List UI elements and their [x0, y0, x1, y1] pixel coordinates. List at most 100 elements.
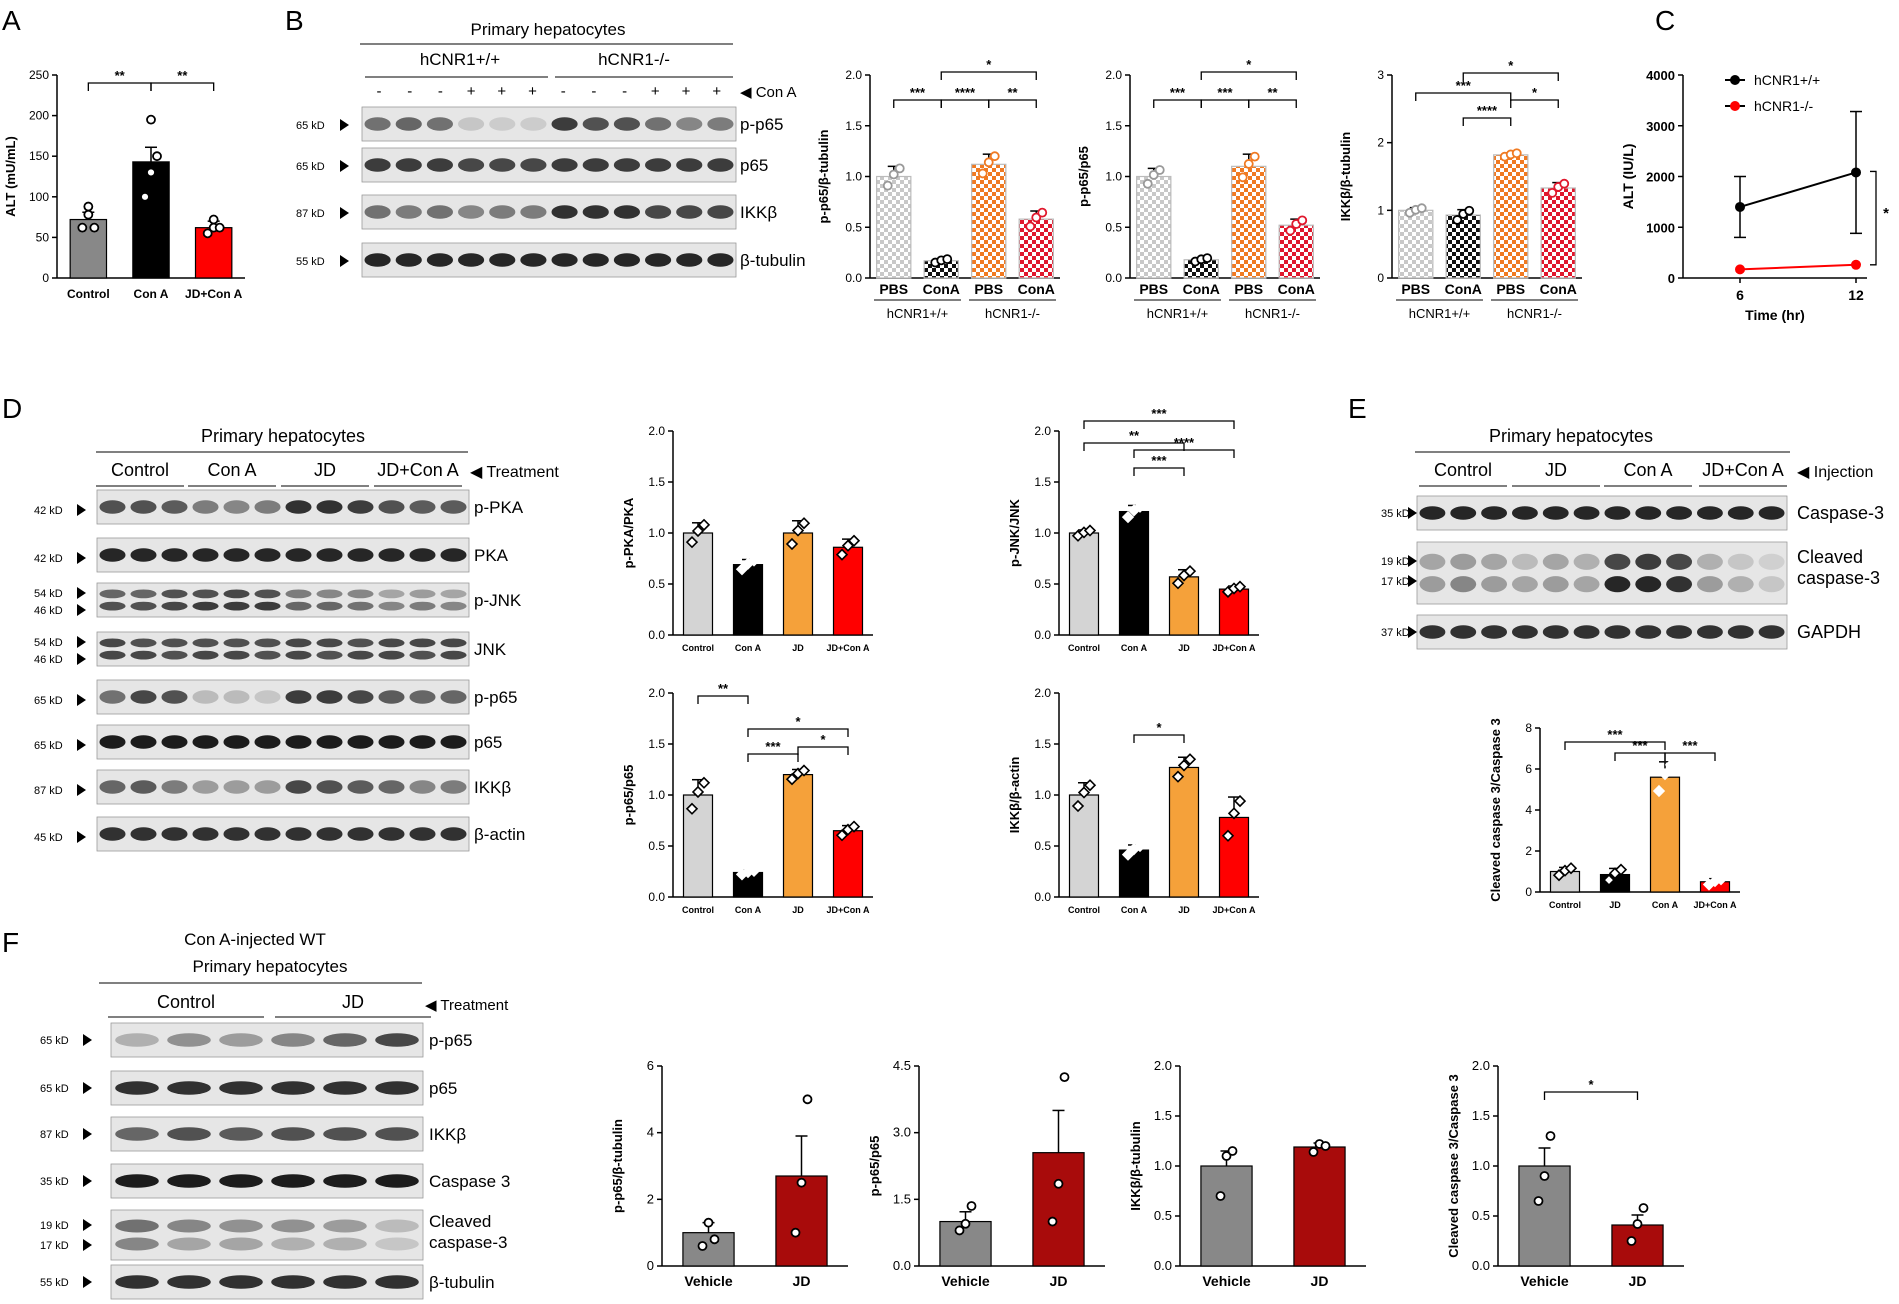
- blot-membrane: [110, 1163, 424, 1199]
- blot-band: [409, 735, 436, 749]
- data-point: [83, 201, 94, 212]
- y-tick-label: 6: [647, 1058, 654, 1073]
- y-tick-label: 1: [1377, 203, 1384, 217]
- arrow-marker: [77, 504, 86, 516]
- significance-bracket: [1664, 752, 1716, 761]
- blot-membrane: [96, 631, 470, 667]
- arrow-marker: [77, 739, 86, 751]
- bar: [1018, 218, 1054, 279]
- bar: [1611, 1224, 1664, 1267]
- x-category-label: Control: [1068, 643, 1100, 653]
- group-label: hCNR1-/-: [598, 50, 670, 69]
- blot-band: [271, 1275, 315, 1289]
- panel-d-chart: 0.0 0.5 1.0 1.5 2.0 p-p65/p65 Control Con A JD JD…: [621, 681, 873, 915]
- significance-label: *: [1532, 85, 1538, 100]
- blot-band: [551, 205, 578, 219]
- blot-band: [1635, 576, 1662, 593]
- significance-bracket: [988, 99, 1037, 108]
- significance-bracket: [1133, 467, 1185, 476]
- data-point: [785, 537, 799, 551]
- significance-bracket: [1870, 170, 1877, 266]
- bar: [69, 218, 108, 279]
- arrow-marker: [1408, 575, 1417, 587]
- y-tick-label: 1.5: [1105, 119, 1122, 133]
- blot-band: [323, 1237, 367, 1251]
- blot-band: [1635, 625, 1662, 639]
- y-tick-label: 6: [1525, 762, 1532, 776]
- bar: [782, 532, 814, 636]
- blot-band: [644, 158, 672, 172]
- mw-label: 87 kD: [40, 1129, 69, 1141]
- blot-band: [520, 117, 547, 131]
- y-tick-label: 4: [647, 1125, 654, 1140]
- legend-label: hCNR1+/+: [1754, 72, 1820, 88]
- significance-bracket: [747, 728, 849, 737]
- treatment-label: ◀ Con A: [740, 84, 797, 101]
- blot-band: [409, 601, 436, 611]
- blot-band: [707, 253, 734, 267]
- blot-band: [167, 1127, 211, 1141]
- bar: [832, 830, 864, 898]
- mw-label: 54 kD: [34, 588, 63, 600]
- data-point: [888, 169, 899, 180]
- significance-bracket: [1200, 99, 1250, 108]
- blot-band: [316, 780, 343, 794]
- mw-label: 65 kD: [296, 120, 325, 132]
- blot-band: [99, 500, 126, 514]
- blot-band: [192, 601, 219, 611]
- blot-band: [440, 650, 467, 660]
- arrow-marker: [340, 255, 349, 267]
- y-tick-label: 100: [29, 190, 49, 204]
- mw-label: 87 kD: [34, 785, 63, 797]
- blot-strip: [1416, 495, 1788, 531]
- blot-band: [130, 601, 157, 611]
- significance-bracket: [1462, 117, 1512, 126]
- blot-band: [316, 735, 343, 749]
- x-category-label: Vehicle: [684, 1273, 732, 1289]
- data-point: [1545, 1131, 1556, 1141]
- blot-band: [99, 601, 126, 611]
- blot-band: [520, 253, 547, 267]
- blot-band: [115, 1219, 159, 1233]
- x-group-label: hCNR1-/-: [1507, 306, 1562, 321]
- blot-band: [457, 158, 485, 172]
- y-tick-label: 0.5: [1154, 1208, 1172, 1223]
- y-tick-label: 0.5: [1105, 220, 1122, 234]
- x-category-label: ConA: [1540, 281, 1577, 297]
- data-point: [697, 776, 711, 789]
- group-label: hCNR1+/+: [420, 50, 500, 69]
- bar: [1398, 209, 1434, 279]
- blot-band: [1419, 506, 1446, 520]
- row-label: p65: [429, 1079, 457, 1098]
- x-group-label: hCNR1+/+: [887, 306, 948, 321]
- significance-label: **: [1129, 428, 1140, 443]
- blot-band: [378, 500, 405, 514]
- blot-band: [1542, 506, 1569, 520]
- series-line: [1739, 171, 1857, 208]
- group-label: JD+Con A: [1702, 460, 1784, 480]
- blot-band: [1604, 553, 1631, 570]
- blot-band: [223, 601, 250, 611]
- x-category-label: Control: [67, 287, 110, 301]
- blot-band: [457, 117, 485, 131]
- x-category-label: Vehicle: [1202, 1273, 1250, 1289]
- blot-band: [223, 780, 250, 794]
- arrow-marker: [83, 1128, 92, 1140]
- y-tick-label: 4000: [1646, 68, 1675, 83]
- blot-band: [223, 548, 250, 562]
- data-point: [1658, 767, 1672, 781]
- y-tick-label: 2.0: [1105, 68, 1122, 82]
- data-point: [1148, 169, 1159, 180]
- data-point: [1539, 1171, 1550, 1181]
- significance-label: ***: [765, 739, 781, 754]
- arrow-marker: [1408, 626, 1417, 638]
- arrow-marker: [77, 784, 86, 796]
- bar: [1200, 1165, 1253, 1267]
- blot-band: [167, 1275, 211, 1289]
- blot-band: [440, 780, 467, 794]
- significance-label: ***: [1217, 85, 1233, 100]
- bar: [132, 161, 170, 279]
- blot-band: [551, 158, 578, 172]
- y-tick-label: 1.0: [1034, 526, 1051, 540]
- mw-label: 19 kD: [1381, 556, 1410, 568]
